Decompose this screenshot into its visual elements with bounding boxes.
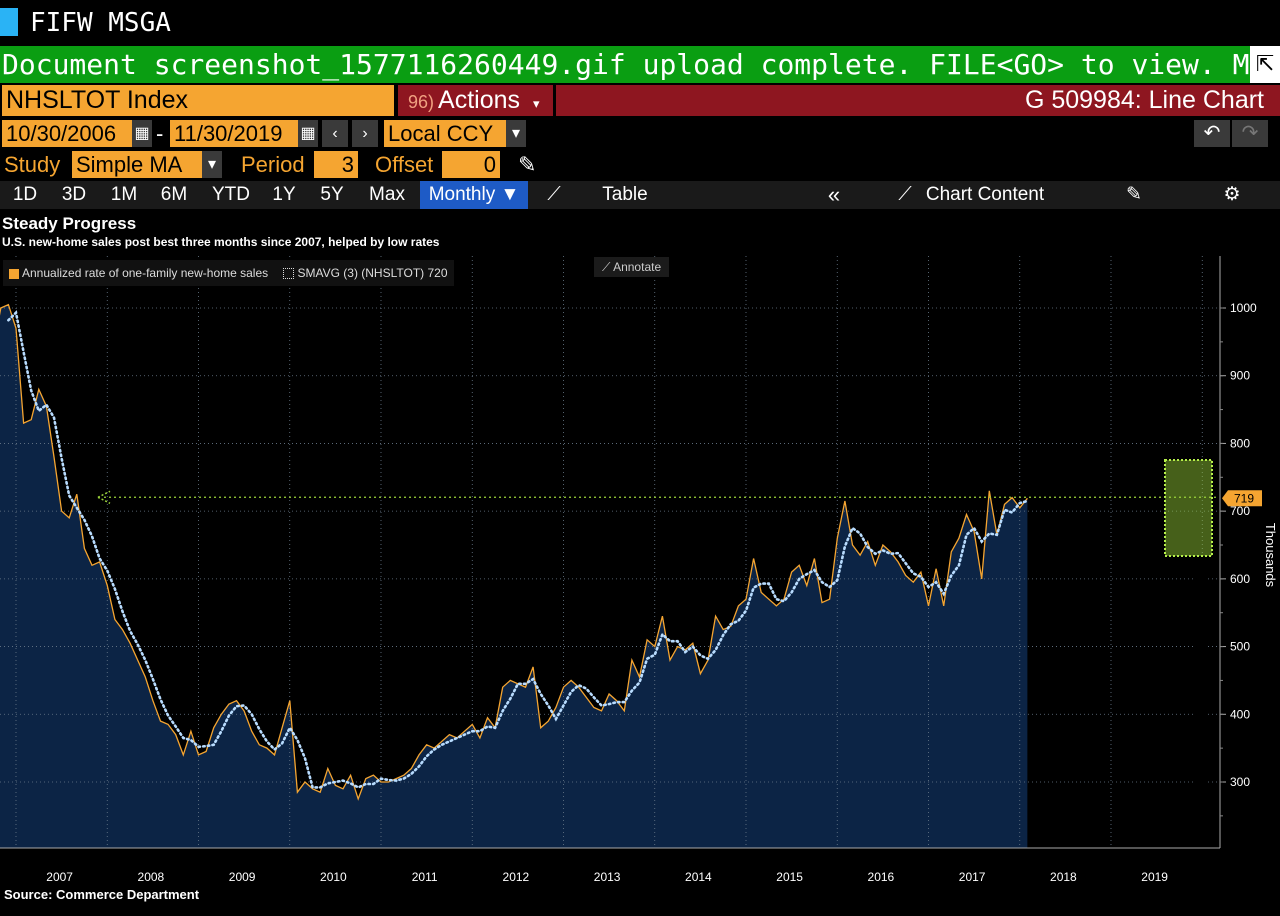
- tab-monthly[interactable]: Monthly ▼: [420, 181, 528, 209]
- collapse-icon[interactable]: «: [827, 182, 841, 207]
- last-value-label: 719: [1234, 491, 1254, 505]
- annotate-button[interactable]: ⟋ Annotate: [594, 257, 670, 277]
- offset-label: Offset: [375, 152, 434, 177]
- chevron-down-icon[interactable]: ▾: [506, 120, 526, 147]
- tab-chart-content[interactable]: Chart Content: [925, 184, 1045, 205]
- end-date-field[interactable]: 11/30/2019: [170, 120, 298, 147]
- x-tick-label: 2018: [1050, 870, 1077, 884]
- y-tick-label: 300: [1230, 775, 1250, 789]
- y-axis-label: Thousands: [1263, 523, 1278, 588]
- legend-series-name: Annualized rate of one-family new-home s…: [22, 266, 269, 280]
- tab-table[interactable]: Table: [602, 184, 648, 205]
- period-field[interactable]: 3: [314, 151, 358, 178]
- tab-1y[interactable]: 1Y: [272, 184, 296, 205]
- ticker-field[interactable]: NHSLTOT Index: [2, 85, 394, 116]
- series-area: [0, 304, 1028, 848]
- chart-legend: Annualized rate of one-family new-home s…: [3, 260, 454, 286]
- y-tick-label: 900: [1230, 369, 1250, 383]
- legend-swatch-series: [9, 268, 19, 279]
- x-tick-label: 2017: [959, 870, 986, 884]
- x-tick-label: 2010: [320, 870, 347, 884]
- start-date-field[interactable]: 10/30/2006: [2, 120, 132, 147]
- x-tick-label: 2007: [46, 870, 73, 884]
- annotate-label: Annotate: [613, 260, 662, 274]
- redo-icon[interactable]: ↷: [1232, 120, 1268, 147]
- document-icon[interactable]: ⇱: [1250, 46, 1280, 83]
- y-tick-label: 700: [1230, 504, 1250, 518]
- chart-source: Source: Commerce Department: [4, 887, 200, 902]
- x-tick-label: 2019: [1141, 870, 1168, 884]
- calendar-icon[interactable]: ▦: [132, 120, 152, 147]
- chart-subtitle: U.S. new-home sales post best three mont…: [2, 235, 440, 249]
- window-title: FIFW MSGA: [30, 8, 171, 38]
- chart-id: G 509984: Line Chart: [556, 85, 1280, 116]
- x-tick-label: 2014: [685, 870, 712, 884]
- offset-field[interactable]: 0: [442, 151, 500, 178]
- chart-title: Steady Progress: [2, 214, 137, 233]
- study-bar: Study Simple MA ▾ Period 3 Offset 0 ✎: [0, 151, 1280, 179]
- line-chart-icon[interactable]: ⟋: [547, 184, 561, 205]
- series-line: [0, 303, 1028, 801]
- upload-message: Document screenshot_1577116260449.gif up…: [2, 48, 1280, 81]
- study-label: Study: [4, 152, 61, 177]
- y-tick-label: 1000: [1230, 301, 1257, 315]
- legend-swatch-sma: [283, 268, 295, 280]
- currency-select[interactable]: Local CCY: [384, 120, 506, 147]
- tab-6m[interactable]: 6M: [160, 184, 188, 205]
- calendar-icon[interactable]: ▦: [298, 120, 318, 147]
- x-tick-label: 2016: [868, 870, 895, 884]
- tab-3d[interactable]: 3D: [61, 184, 87, 205]
- sma-line: [7, 310, 1029, 789]
- y-tick-label: 800: [1230, 436, 1250, 450]
- y-tick-label: 500: [1230, 640, 1250, 654]
- tab-5y[interactable]: 5Y: [320, 184, 344, 205]
- actions-menu[interactable]: 96) Actions ▾: [398, 85, 553, 116]
- last-value-tag: [1222, 490, 1262, 507]
- plot-gap: [1196, 560, 1206, 848]
- y-tick-label: 400: [1230, 707, 1250, 721]
- message-bar: Document screenshot_1577116260449.gif up…: [0, 46, 1280, 83]
- chevron-down-icon[interactable]: ▾: [202, 151, 222, 178]
- tab-1m[interactable]: 1M: [110, 184, 138, 205]
- gear-icon[interactable]: ⚙: [1223, 184, 1241, 205]
- chevron-down-icon: ▾: [532, 96, 540, 111]
- legend-sma-name: SMAVG (3) (NHSLTOT) 720: [297, 266, 448, 280]
- range-tabs: 1D 3D 1M 6M YTD 1Y 5Y Max Monthly ▼ ⟋ Ta…: [0, 181, 1280, 209]
- y-tick-label: 600: [1230, 572, 1250, 586]
- actions-number: 96): [408, 92, 435, 112]
- status-marker: [0, 8, 18, 36]
- highlight-box: [1164, 459, 1213, 557]
- edit-icon[interactable]: ✎: [1126, 184, 1142, 205]
- tab-1d[interactable]: 1D: [12, 184, 38, 205]
- date-bar: 10/30/2006 ▦ - 11/30/2019 ▦ ‹ › Local CC…: [0, 120, 1280, 148]
- x-tick-label: 2015: [776, 870, 803, 884]
- period-label: Period: [241, 152, 305, 177]
- date-separator: -: [156, 121, 164, 146]
- x-tick-label: 2008: [138, 870, 165, 884]
- x-tick-label: 2013: [594, 870, 621, 884]
- next-arrow-icon[interactable]: ›: [352, 120, 378, 147]
- x-tick-label: 2011: [412, 870, 438, 884]
- chart-content-icon: ⟋: [898, 184, 912, 205]
- study-select[interactable]: Simple MA: [72, 151, 202, 178]
- security-bar: NHSLTOT Index 96) Actions ▾ G 509984: Lin…: [0, 85, 1280, 117]
- x-tick-label: 2012: [503, 870, 530, 884]
- pencil-icon[interactable]: ✎: [518, 152, 537, 177]
- annotate-icon: ⟋: [602, 260, 614, 274]
- tab-max[interactable]: Max: [369, 184, 405, 205]
- undo-icon[interactable]: ↶: [1194, 120, 1230, 147]
- tab-ytd[interactable]: YTD: [212, 184, 250, 205]
- title-bar: FIFW MSGA: [0, 0, 1280, 44]
- actions-label: Actions: [438, 86, 520, 114]
- prev-arrow-icon[interactable]: ‹: [322, 120, 348, 147]
- x-tick-label: 2009: [229, 870, 256, 884]
